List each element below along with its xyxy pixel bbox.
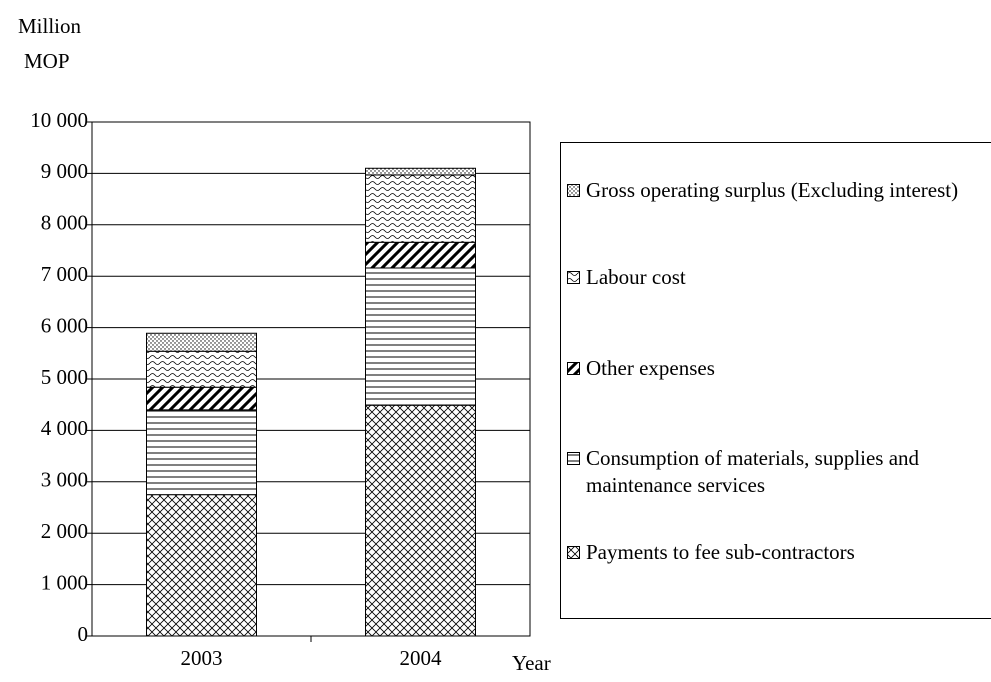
bar-segment (146, 350, 257, 388)
y-tick-label: 8 000 (41, 211, 88, 235)
legend-item: Other expenses (567, 355, 967, 382)
y-tick-label: 2 000 (41, 519, 88, 543)
legend-label: Consumption of materials, supplies and m… (586, 446, 920, 497)
y-tick-label: 4 000 (41, 416, 88, 440)
legend: Gross operating surplus (Excluding inter… (560, 142, 991, 619)
y-axis-label: MOP (24, 49, 70, 73)
legend-label: Gross operating surplus (Excluding inter… (586, 178, 959, 202)
legend-swatch (567, 546, 580, 559)
bar-segment (146, 332, 257, 352)
bar-segment (365, 174, 476, 243)
x-tick-label: 2004 (400, 646, 443, 670)
bar-segment (146, 494, 257, 637)
bar-segment (365, 267, 476, 406)
legend-item: Payments to fee sub-contractors (567, 539, 967, 566)
legend-item: Consumption of materials, supplies and m… (567, 445, 967, 499)
x-tick-label: 2003 (181, 646, 223, 670)
legend-label: Labour cost (586, 265, 686, 289)
legend-label: Payments to fee sub-contractors (586, 540, 855, 564)
legend-swatch (567, 184, 580, 197)
bar-segment (365, 167, 476, 176)
y-axis-label: Million (18, 14, 82, 38)
y-tick-label: 0 (78, 622, 89, 646)
bar-segment (146, 386, 257, 411)
y-tick-label: 9 000 (41, 159, 88, 183)
legend-swatch (567, 362, 580, 375)
legend-item: Gross operating surplus (Excluding inter… (567, 177, 967, 204)
y-tick-label: 5 000 (41, 365, 88, 389)
bar-segment (365, 404, 476, 637)
y-tick-label: 7 000 (41, 262, 88, 286)
legend-item: Labour cost (567, 264, 967, 291)
y-tick-label: 10 000 (30, 108, 88, 132)
bar-segment (146, 409, 257, 496)
bar-segment (365, 241, 476, 269)
y-tick-label: 1 000 (41, 570, 88, 594)
chart: Million MOP Year 0 1 000 2 000 3 000 4 000 5 … (18, 14, 551, 675)
y-tick-label: 6 000 (41, 313, 88, 337)
y-tick-label: 3 000 (41, 468, 88, 492)
legend-swatch (567, 452, 580, 465)
legend-label: Other expenses (586, 356, 715, 380)
x-axis-label: Year (512, 651, 551, 675)
legend-swatch (567, 271, 580, 284)
